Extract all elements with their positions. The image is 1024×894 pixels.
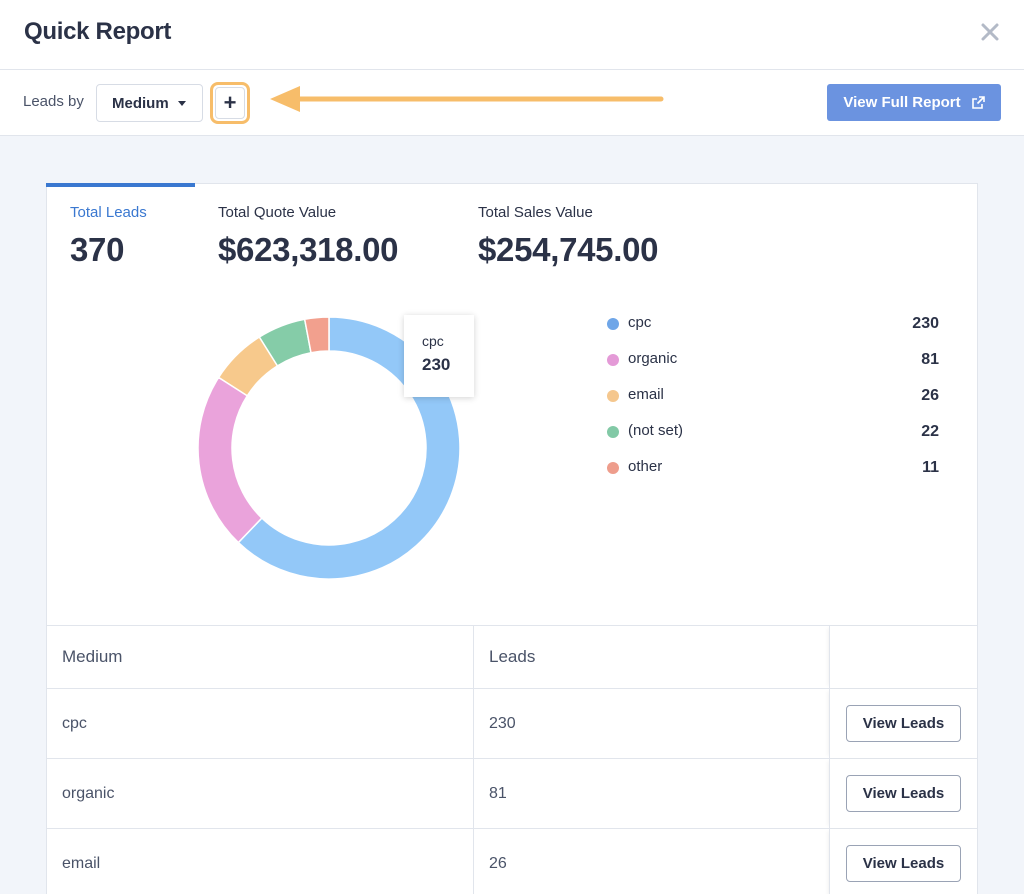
legend-item[interactable]: organic 81 [607, 350, 939, 386]
legend-dot [607, 462, 619, 474]
column-header-actions [829, 626, 977, 688]
chart-tooltip: cpc 230 [404, 315, 474, 397]
metric-total-sales-value[interactable]: Total Sales Value $254,745.00 [478, 204, 659, 269]
legend-item[interactable]: email 26 [607, 386, 939, 422]
group-by-value: Medium [112, 94, 169, 112]
table-row: organic 81 View Leads [47, 758, 977, 828]
cell-actions: View Leads [829, 689, 977, 758]
arrow-left-icon [270, 86, 664, 112]
plus-icon: + [215, 87, 245, 119]
legend-dot [607, 390, 619, 402]
metric-label: Total Quote Value [218, 204, 337, 221]
metric-value: 370 [70, 231, 125, 268]
cell-medium: organic [62, 784, 115, 802]
modal-header: Quick Report [0, 0, 1024, 70]
metric-label: Total Leads [70, 204, 147, 221]
legend-item[interactable]: cpc 230 [607, 314, 939, 350]
report-card: Total Leads 370 Total Quote Value $623,3… [46, 183, 978, 894]
metric-value: $623,318.00 [218, 231, 399, 268]
active-tab-indicator [46, 183, 195, 187]
table-row: cpc 230 View Leads [47, 688, 977, 758]
view-full-report-label: View Full Report [843, 94, 961, 111]
leads-by-label: Leads by [23, 93, 84, 110]
add-grouping-button[interactable]: + [210, 82, 250, 124]
cell-actions: View Leads [829, 759, 977, 828]
external-link-icon [971, 95, 985, 109]
cell-leads: 26 [473, 829, 829, 894]
page-title: Quick Report [24, 18, 172, 45]
legend-dot [607, 354, 619, 366]
legend-count: 22 [921, 423, 939, 440]
legend-item[interactable]: other 11 [607, 458, 939, 494]
chart-legend: cpc 230 organic 81 email 26 (not set) 22… [607, 314, 939, 494]
legend-count: 230 [912, 315, 939, 332]
view-leads-button[interactable]: View Leads [846, 775, 961, 812]
donut-slice-organic[interactable] [197, 376, 263, 544]
cell-actions: View Leads [829, 829, 977, 894]
cell-leads: 230 [473, 689, 829, 758]
legend-label: other [628, 458, 663, 475]
legend-count: 26 [921, 387, 939, 404]
view-full-report-button[interactable]: View Full Report [827, 84, 1001, 121]
metric-value: $254,745.00 [478, 231, 659, 268]
table-header-row: Medium Leads [47, 625, 977, 688]
close-icon [981, 23, 999, 41]
tooltip-label: cpc [422, 333, 444, 349]
legend-label: cpc [628, 314, 652, 331]
caret-down-icon [178, 101, 186, 106]
column-header-medium[interactable]: Medium [62, 647, 123, 666]
cell-leads: 81 [473, 759, 829, 828]
legend-dot [607, 426, 619, 438]
legend-label: email [628, 386, 664, 403]
donut-slice-other[interactable] [303, 316, 330, 354]
table-row: email 26 View Leads [47, 828, 977, 894]
view-leads-button[interactable]: View Leads [846, 705, 961, 742]
legend-count: 11 [922, 459, 939, 476]
leads-table: Medium Leads cpc 230 View Leads organic … [47, 625, 977, 894]
legend-label: (not set) [628, 422, 684, 439]
close-button[interactable] [976, 18, 1004, 46]
cell-medium: cpc [62, 714, 87, 732]
metric-total-leads[interactable]: Total Leads 370 [70, 204, 147, 269]
column-header-leads[interactable]: Leads [473, 626, 829, 688]
tooltip-value: 230 [422, 355, 451, 374]
view-leads-button[interactable]: View Leads [846, 845, 961, 882]
legend-item[interactable]: (not set) 22 [607, 422, 939, 458]
legend-count: 81 [921, 351, 939, 368]
legend-label: organic [628, 350, 678, 367]
metric-label: Total Sales Value [478, 204, 593, 221]
group-by-select[interactable]: Medium [96, 84, 203, 122]
report-toolbar: Leads by Medium + View Full Report [0, 70, 1024, 136]
metric-total-quote-value[interactable]: Total Quote Value $623,318.00 [218, 204, 399, 269]
cell-medium: email [62, 854, 101, 872]
legend-dot [607, 318, 619, 330]
